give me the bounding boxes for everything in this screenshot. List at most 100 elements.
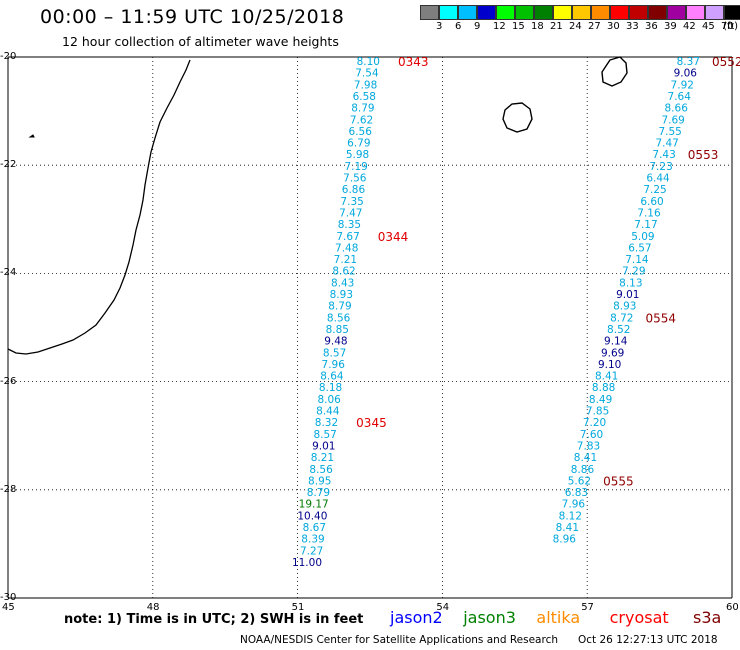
scale-label: 39	[664, 21, 677, 32]
wave-height-value: 9.69	[601, 347, 624, 359]
wave-height-value: 7.96	[562, 499, 586, 511]
wave-height-value: 8.52	[607, 324, 630, 336]
wave-height-value: 8.06	[317, 394, 341, 406]
wave-height-value: 9.06	[674, 68, 698, 80]
wave-height-value: 7.64	[668, 91, 692, 103]
wave-height-value: 7.43	[652, 149, 675, 161]
legend-jason3: jason3	[463, 608, 516, 627]
wave-height-value: 8.35	[338, 219, 361, 231]
scale-label: 33	[626, 21, 639, 32]
scale-swatch	[705, 5, 724, 20]
scale-label: 70	[721, 21, 734, 32]
wave-height-value: 8.72	[610, 312, 633, 324]
wave-height-value: 11.00	[292, 557, 322, 569]
page-title: 00:00 – 11:59 UTC 10/25/2018	[40, 6, 345, 28]
wave-height-value: 8.37	[677, 56, 700, 68]
wave-height-value: 8.57	[313, 429, 336, 441]
wave-height-value: 8.62	[332, 266, 355, 278]
wave-height-value: 7.83	[577, 440, 600, 452]
wave-height-value: 8.93	[330, 289, 353, 301]
footer-timestamp: Oct 26 12:27:13 UTC 2018	[578, 634, 718, 646]
scale-swatch	[553, 5, 572, 20]
wave-height-value: 5.62	[568, 475, 591, 487]
wave-height-value: 7.17	[634, 219, 657, 231]
wave-height-value: 8.79	[351, 103, 374, 115]
latitude-label: -24	[0, 267, 17, 279]
legend-jason2: jason2	[390, 608, 443, 627]
wave-height-value: 8.86	[571, 464, 595, 476]
scale-swatch	[667, 5, 686, 20]
wave-height-value: 8.93	[613, 301, 636, 313]
wave-height-value: 19.17	[299, 499, 329, 511]
wave-height-value: 6.60	[640, 196, 663, 208]
longitude-label: 54	[436, 602, 450, 613]
wave-height-value: 8.96	[553, 534, 577, 546]
wave-height-value: 7.21	[334, 254, 357, 266]
wave-height-value: 8.41	[574, 452, 597, 464]
wave-height-value: 7.60	[580, 429, 603, 441]
reunion-island	[502, 102, 533, 133]
wave-height-value: 8.21	[311, 452, 334, 464]
longitude-label: 45	[2, 602, 15, 613]
wave-height-value: 6.83	[565, 487, 588, 499]
wave-height-value: 9.01	[312, 440, 335, 452]
scale-swatch	[648, 5, 667, 20]
pass-time-label: 0552	[712, 55, 740, 69]
wave-height-value: 8.49	[589, 394, 612, 406]
wave-height-value: 7.92	[671, 79, 694, 91]
wave-height-value: 8.85	[326, 324, 349, 336]
wave-height-value: 7.54	[355, 68, 379, 80]
wave-height-value: 6.79	[347, 138, 370, 150]
pass-time-label: 0553	[688, 148, 719, 162]
wave-height-value: 8.44	[316, 406, 340, 418]
wave-height-value: 8.10	[357, 56, 380, 68]
scale-swatch	[420, 5, 439, 20]
scale-swatch	[629, 5, 648, 20]
scale-label: 12	[493, 21, 506, 32]
madagascar-coast	[7, 59, 191, 355]
scale-swatch	[477, 5, 496, 20]
wave-height-value: 8.79	[307, 487, 330, 499]
scale-label: 45	[702, 21, 715, 32]
wave-height-value: 8.39	[301, 534, 324, 546]
wave-height-value: 8.41	[595, 371, 618, 383]
scale-label: 18	[531, 21, 544, 32]
map-grid	[7, 56, 733, 599]
wave-height-value: 7.96	[322, 359, 346, 371]
wave-height-value: 6.57	[628, 242, 651, 254]
wave-height-value: 6.56	[349, 126, 373, 138]
scale-label: 15	[512, 21, 525, 32]
wave-height-value: 8.67	[303, 522, 326, 534]
wave-height-value: 8.95	[308, 475, 331, 487]
pass-time-label: 0554	[645, 311, 676, 325]
scale-label: 3	[436, 21, 443, 32]
wave-height-value: 8.56	[327, 312, 351, 324]
wave-height-value: 8.41	[556, 522, 579, 534]
mauritius-island	[601, 56, 628, 87]
wave-height-value: 8.57	[323, 347, 346, 359]
map-coastline	[7, 56, 628, 355]
longitude-label: 60	[726, 602, 739, 613]
legend-s3a: s3a	[693, 608, 722, 627]
scale-swatch	[439, 5, 458, 20]
longitude-label: 48	[146, 602, 160, 613]
wave-height-value: 7.47	[655, 138, 678, 150]
scale-unit: (ft)	[723, 21, 739, 32]
scale-label: 30	[607, 21, 620, 32]
wave-height-value: 7.35	[340, 196, 363, 208]
wave-height-value: 9.14	[604, 336, 628, 348]
latitude-label: -20	[0, 51, 17, 62]
wave-height-value: 8.32	[315, 417, 338, 429]
color-scale	[420, 5, 740, 20]
wave-height-value: 8.88	[592, 382, 615, 394]
wave-height-value: 8.13	[619, 277, 642, 289]
longitude-label: 51	[291, 602, 305, 613]
wave-height-value: 8.18	[319, 382, 342, 394]
wave-height-value: 10.40	[297, 510, 327, 522]
wave-height-value: 7.29	[622, 266, 645, 278]
wave-height-value: 7.14	[625, 254, 649, 266]
color-scale-labels: 3 6 9 12 15 18 21 24 27 30 33 36 39 42 45 70 (ft)	[420, 21, 740, 35]
wave-height-value: 9.48	[324, 336, 347, 348]
wave-height-value: 7.48	[335, 242, 358, 254]
